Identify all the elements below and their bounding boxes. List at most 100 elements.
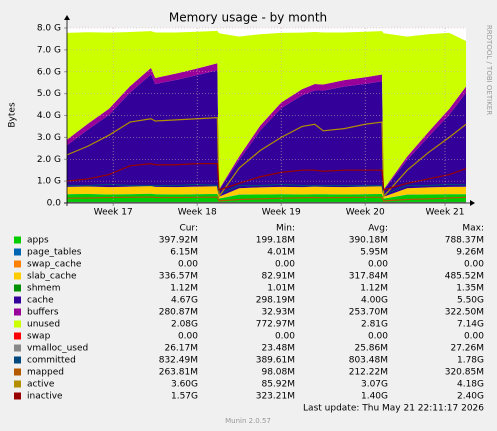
column-header: Avg:	[368, 224, 388, 234]
line	[66, 163, 467, 191]
chart-title: Memory usage - by month	[169, 11, 327, 25]
x-tick-label: Week 19	[262, 208, 301, 218]
legend-stat: 485.52M	[445, 272, 484, 282]
area	[67, 186, 466, 199]
legend-stat: 323.21M	[256, 392, 295, 402]
last-update: Last update: Thu May 21 22:11:17 2026	[303, 404, 484, 414]
legend-stat: 280.87M	[159, 308, 198, 318]
legend-stat: 5.50G	[457, 296, 484, 306]
column-header: Max:	[462, 224, 484, 234]
version: Munin 2.0.57	[225, 417, 271, 425]
legend-stat: 26.17M	[164, 344, 198, 354]
x-tick-label: Week 21	[426, 208, 465, 218]
legend-stat: 98.08M	[261, 368, 295, 378]
y-tick-label: 0.0	[47, 199, 62, 209]
legend-stat: 0.00	[275, 260, 295, 270]
legend-stat: 253.70M	[349, 308, 388, 318]
y-tick-label: 6.0 G	[37, 67, 61, 77]
legend-label: apps	[27, 236, 49, 246]
legend-stat: 4.01M	[267, 248, 295, 258]
legend-stat: 0.00	[464, 332, 484, 342]
legend-stat: 23.48M	[261, 344, 295, 354]
legend-label: mapped	[27, 368, 64, 378]
legend-stat: 2.81G	[361, 320, 388, 330]
legend-label: slab_cache	[27, 272, 77, 282]
legend-stat: 1.57G	[171, 392, 198, 402]
legend-stat: 27.26M	[450, 344, 484, 354]
legend-swatch	[14, 392, 21, 400]
legend-label: swap_cache	[27, 260, 82, 270]
legend-stat: 0.00	[178, 332, 198, 342]
x-tick-label: Week 17	[94, 208, 133, 218]
legend-stat: 0.00	[368, 260, 388, 270]
legend-stat: 336.57M	[159, 272, 198, 282]
line	[66, 196, 467, 202]
legend-stat: 9.26M	[456, 248, 484, 258]
legend-label: committed	[27, 356, 76, 366]
legend-label: unused	[27, 320, 60, 330]
legend-stat: 25.86M	[354, 344, 388, 354]
legend-stat: 263.81M	[159, 368, 198, 378]
legend-stat: 5.95M	[360, 248, 388, 258]
legend-swatch	[14, 368, 21, 376]
legend-stat: 317.84M	[349, 272, 388, 282]
legend-swatch	[14, 380, 21, 388]
axis-arrow	[470, 200, 475, 206]
legend-stat: 832.49M	[159, 356, 198, 366]
column-header: Cur:	[179, 224, 198, 234]
legend-stat: 803.48M	[349, 356, 388, 366]
legend-stat: 0.00	[275, 332, 295, 342]
column-header: Min:	[276, 224, 295, 234]
legend-swatch	[14, 296, 21, 304]
legend-swatch	[14, 308, 21, 316]
legend-swatch	[14, 284, 21, 292]
axis-arrow	[64, 15, 70, 20]
legend-stat: 1.78G	[457, 356, 484, 366]
legend-stat: 390.18M	[349, 236, 388, 246]
area	[67, 30, 466, 190]
legend-stat: 4.67G	[171, 296, 198, 306]
legend-swatch	[14, 356, 21, 364]
x-tick-label: Week 20	[346, 208, 385, 218]
legend-stat: 0.00	[464, 260, 484, 270]
legend-stat: 1.01M	[267, 284, 295, 294]
legend-stat: 0.00	[368, 332, 388, 342]
y-tick-label: 8.0 G	[37, 24, 61, 34]
legend-stat: 0.00	[178, 260, 198, 270]
legend-stat: 397.92M	[159, 236, 198, 246]
line	[66, 117, 467, 199]
y-tick-label: 2.0 G	[37, 155, 61, 165]
legend-swatch	[14, 332, 21, 340]
legend-stat: 199.18M	[256, 236, 295, 246]
y-tick-label: 1.0 G	[37, 177, 61, 187]
legend-swatch	[14, 320, 21, 328]
legend-stat: 7.14G	[457, 320, 484, 330]
legend-stat: 3.60G	[171, 380, 198, 390]
legend-stat: 82.91M	[261, 272, 295, 282]
legend-stat: 298.19M	[256, 296, 295, 306]
legend-stat: 1.12M	[170, 284, 198, 294]
y-tick-label: 5.0 G	[37, 89, 61, 99]
x-tick-label: Week 18	[178, 208, 217, 218]
legend-swatch	[14, 248, 21, 256]
legend-label: cache	[27, 296, 54, 306]
y-tick-label: 3.0 G	[37, 133, 61, 143]
side-label: RRDTOOL / TOBI OETIKER	[485, 25, 493, 115]
legend-label: page_tables	[27, 248, 82, 258]
legend-stat: 320.85M	[445, 368, 484, 378]
legend-stat: 2.40G	[457, 392, 484, 402]
legend-stat: 1.40G	[361, 392, 388, 402]
legend-stat: 788.37M	[445, 236, 484, 246]
legend-stat: 1.35M	[456, 284, 484, 294]
legend-stat: 85.92M	[261, 380, 295, 390]
legend-stat: 4.00G	[361, 296, 388, 306]
legend-stat: 772.97M	[256, 320, 295, 330]
legend-swatch	[14, 260, 21, 268]
legend-stat: 4.18G	[457, 380, 484, 390]
y-axis-label: Bytes	[8, 102, 18, 128]
legend-stat: 3.07G	[361, 380, 388, 390]
legend-swatch	[14, 236, 21, 244]
y-tick-label: 4.0 G	[37, 111, 61, 121]
legend-stat: 212.22M	[349, 368, 388, 378]
